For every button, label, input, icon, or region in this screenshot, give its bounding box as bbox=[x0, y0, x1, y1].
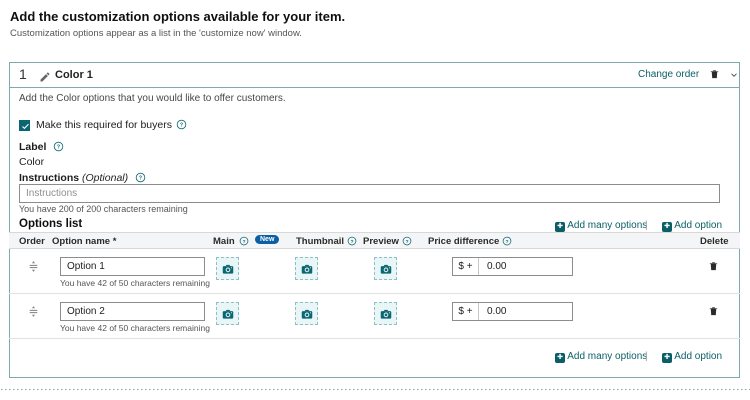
svg-text:?: ? bbox=[180, 122, 183, 128]
svg-text:?: ? bbox=[243, 239, 246, 244]
svg-text:?: ? bbox=[351, 239, 354, 244]
svg-text:?: ? bbox=[506, 239, 509, 244]
svg-text:?: ? bbox=[57, 144, 60, 150]
svg-text:?: ? bbox=[406, 239, 409, 244]
svg-text:?: ? bbox=[139, 175, 142, 181]
